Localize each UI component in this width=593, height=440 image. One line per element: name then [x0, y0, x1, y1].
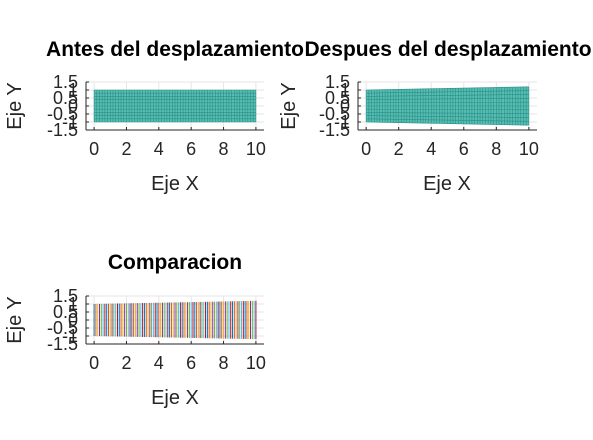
- x-tick-label: 10: [519, 139, 539, 159]
- subplot-title: Comparacion: [108, 251, 242, 274]
- y-tick-label: 1.5: [325, 72, 350, 92]
- y-tick-label: 1.5: [53, 286, 78, 306]
- y-tick-label: 0: [68, 96, 78, 116]
- mesh-line-horizontal: [366, 112, 529, 114]
- y-tick-label: 1.5: [53, 72, 78, 92]
- x-tick-label: 2: [394, 139, 404, 159]
- x-tick-label: 4: [154, 353, 164, 373]
- x-tick-label: 10: [246, 353, 266, 373]
- y-tick-label: 0.5: [53, 88, 78, 108]
- x-tick-label: 8: [219, 353, 229, 373]
- subplot-despues: Despues del desplazamiento 0 2 4 6 8 10-1.5-1…: [278, 38, 592, 195]
- x-tick-label: 10: [246, 139, 266, 159]
- x-tick-label: 4: [426, 139, 436, 159]
- mesh-line-horizontal: [366, 108, 529, 111]
- y-tick-label: -1: [62, 326, 78, 346]
- y-tick-label: 1: [340, 80, 350, 100]
- x-axis-label: Eje X: [423, 173, 471, 195]
- y-tick-label: -1.5: [319, 120, 350, 140]
- mesh-line-horizontal: [366, 86, 529, 91]
- x-axis-label: Eje X: [151, 387, 199, 409]
- x-axis-label: Eje X: [151, 173, 199, 195]
- subplot-comparacion: Comparacion 0 2 4 6 8 10-1.5-1-0.500.511.5 Ej…: [4, 251, 266, 409]
- y-tick-label: -1.5: [47, 120, 78, 140]
- subplot-antes: Antes del desplazamiento 0 2 4 6 8 10-1.5-1-0…: [4, 38, 304, 195]
- x-tick-label: 6: [186, 353, 196, 373]
- y-tick-label: -1: [62, 112, 78, 132]
- x-tick-label: 2: [121, 353, 131, 373]
- mesh-line-horizontal: [366, 115, 529, 118]
- x-tick-label: 6: [186, 139, 196, 159]
- y-tick-label: 0.5: [53, 302, 78, 322]
- y-tick-label: -0.5: [319, 104, 350, 124]
- y-tick-label: -1: [334, 112, 350, 132]
- mesh-line-horizontal: [366, 98, 529, 100]
- mesh-line-horizontal: [366, 101, 529, 104]
- x-tick-label: 0: [361, 139, 371, 159]
- mesh-line-horizontal: [366, 118, 529, 122]
- x-tick-label: 8: [219, 139, 229, 159]
- x-tick-label: 0: [89, 353, 99, 373]
- y-tick-label: 0: [340, 96, 350, 116]
- y-tick-label: 1: [68, 294, 78, 314]
- subplot-title: Antes del desplazamiento: [46, 38, 304, 61]
- x-tick-label: 2: [121, 139, 131, 159]
- y-tick-label: -1.5: [47, 334, 78, 354]
- mesh-line-horizontal: [366, 94, 529, 97]
- y-axis-label: Eje Y: [4, 82, 26, 129]
- subplot-title: Despues del desplazamiento: [304, 38, 591, 61]
- mesh-line-horizontal: [366, 121, 529, 126]
- x-tick-label: 0: [89, 139, 99, 159]
- x-tick-label: 8: [491, 139, 501, 159]
- mesh-line-horizontal: [366, 90, 529, 94]
- x-tick-label: 6: [459, 139, 469, 159]
- y-tick-label: 0: [68, 310, 78, 330]
- y-tick-label: 1: [68, 80, 78, 100]
- y-axis-label: Eje Y: [4, 296, 26, 343]
- y-axis-label: Eje Y: [278, 82, 300, 129]
- y-tick-label: -0.5: [47, 104, 78, 124]
- y-tick-label: -0.5: [47, 318, 78, 338]
- x-tick-label: 4: [154, 139, 164, 159]
- y-tick-label: 0.5: [325, 88, 350, 108]
